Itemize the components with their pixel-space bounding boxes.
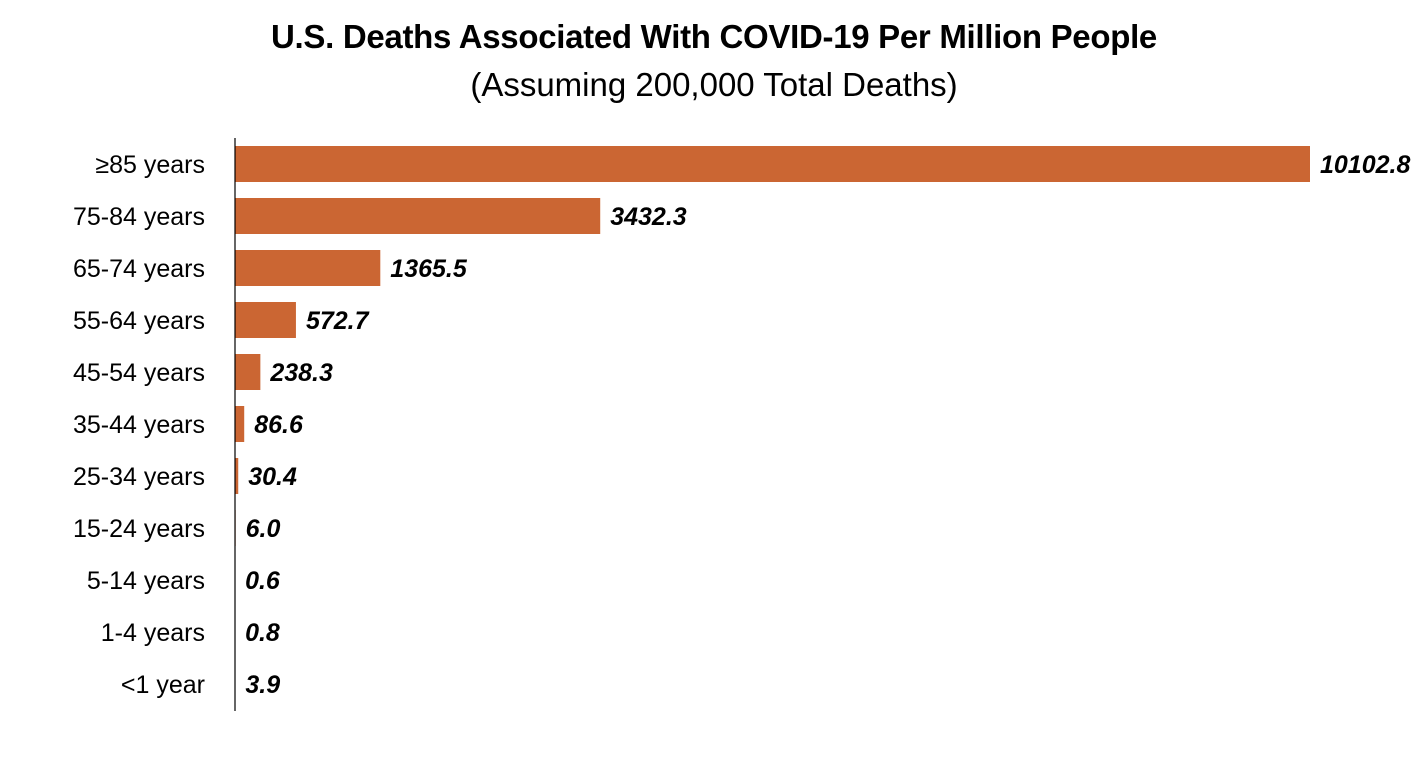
bar (235, 406, 245, 442)
category-label: 35-44 years (73, 411, 205, 439)
value-label: 86.6 (254, 411, 304, 439)
category-label: 65-74 years (73, 255, 205, 283)
category-label: 45-54 years (73, 359, 205, 387)
bar (235, 458, 239, 494)
value-label: 238.3 (269, 359, 333, 387)
value-label: 1365.5 (390, 255, 468, 283)
chart-subtitle: (Assuming 200,000 Total Deaths) (470, 66, 958, 103)
category-label: 55-64 years (73, 307, 205, 335)
bar (235, 146, 1310, 182)
value-label: 0.6 (245, 567, 281, 595)
chart-title: U.S. Deaths Associated With COVID-19 Per… (270, 18, 1157, 55)
value-label: 3.9 (245, 671, 280, 699)
labels-layer: ≥85 years 10102.8 75-84 years 3432.3 65-74 y… (73, 151, 1410, 699)
value-label: 3432.3 (610, 203, 687, 231)
bar (235, 302, 296, 338)
category-label: 75-84 years (73, 203, 205, 231)
value-label: 30.4 (248, 463, 297, 491)
value-label: 10102.8 (1320, 151, 1410, 179)
category-label: <1 year (121, 671, 205, 699)
bar (235, 198, 601, 234)
category-label: 1-4 years (101, 619, 205, 647)
bar (235, 354, 261, 390)
category-label: 15-24 years (73, 515, 205, 543)
category-label: 5-14 years (87, 567, 205, 595)
category-label: ≥85 years (95, 151, 205, 179)
category-label: 25-34 years (73, 463, 205, 491)
bar (235, 250, 381, 286)
value-label: 572.7 (306, 307, 370, 335)
bars-layer (235, 146, 1310, 702)
value-label: 0.8 (245, 619, 280, 647)
value-label: 6.0 (246, 515, 281, 543)
